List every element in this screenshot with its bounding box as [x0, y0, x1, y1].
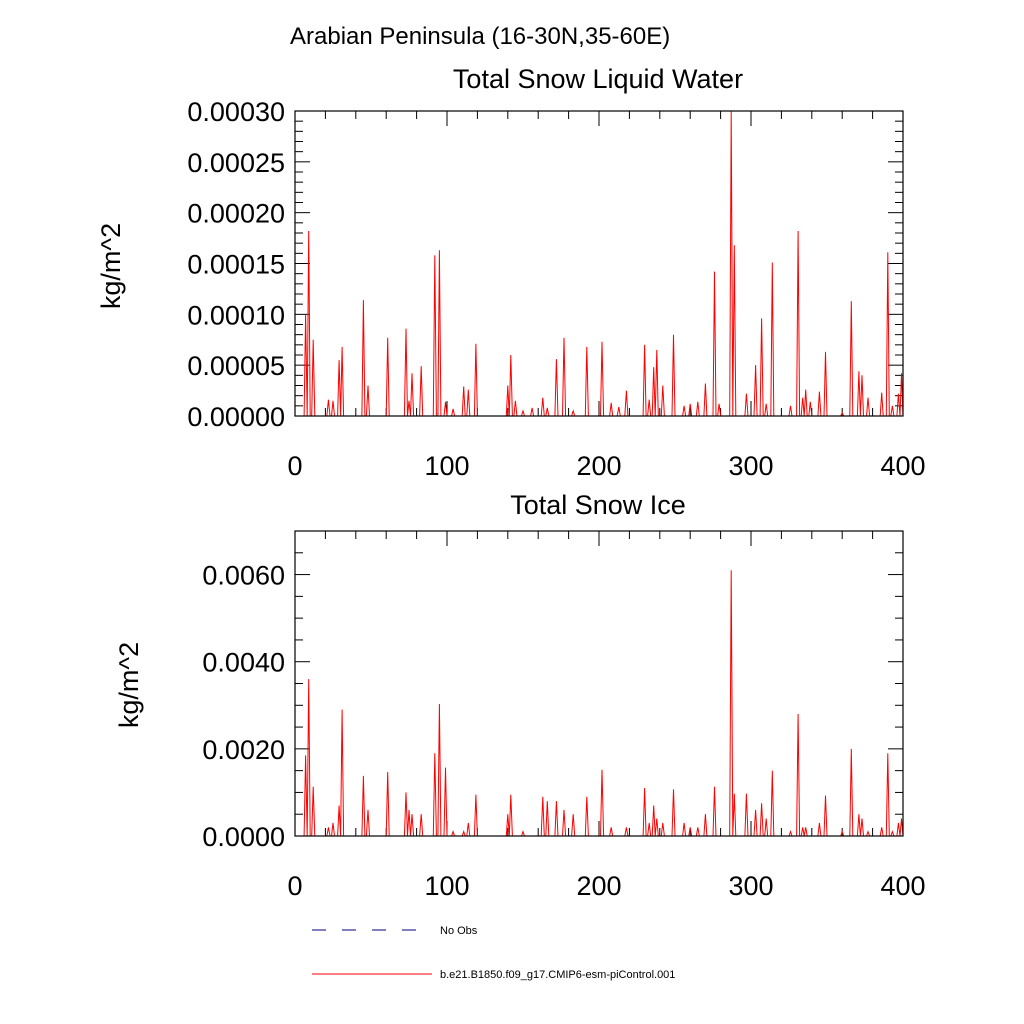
x-tick-label: 200: [576, 871, 621, 901]
tick-labels: 0 100 200 300 400 0.00000 0.00005 0.00010 0.0001…: [187, 97, 925, 481]
ticks: [294, 110, 904, 417]
x-tick-label: 400: [880, 451, 925, 481]
series-line: [295, 570, 904, 837]
legend: No Obs b.e21.B1850.f09_g17.CMIP6-esm-piC…: [312, 925, 675, 981]
x-tick-label: 200: [576, 451, 621, 481]
x-tick-label: 100: [424, 871, 469, 901]
x-tick-label: 0: [287, 451, 302, 481]
y-axis-label: kg/m^2: [114, 642, 144, 728]
marks: [295, 570, 904, 837]
y-tick-label: 0.00030: [187, 97, 285, 127]
y-tick-label: 0.0060: [202, 561, 285, 591]
super-title: Arabian Peninsula (16-30N,35-60E): [290, 23, 670, 50]
y-axis-label: kg/m^2: [96, 223, 126, 309]
x-tick-label: 100: [424, 451, 469, 481]
y-tick-label: 0.0040: [202, 648, 285, 678]
panel-liquid-water: Total Snow Liquid Water kg/m^2 0 100 200 30…: [96, 64, 926, 481]
y-tick-label: 0.00010: [187, 300, 285, 330]
plot-frame: [294, 110, 904, 417]
panel-title: Total Snow Liquid Water: [453, 64, 743, 94]
y-tick-label: 0.00005: [187, 351, 285, 381]
x-tick-label: 300: [728, 871, 773, 901]
y-tick-label: 0.00025: [187, 148, 285, 178]
y-tick-label: 0.00015: [187, 250, 285, 280]
panel-snow-ice: Total Snow Ice kg/m^2 0 100 200 300 400 0.000…: [114, 490, 926, 901]
tick-labels: 0 100 200 300 400 0.0000 0.0020 0.0040 0.0060: [202, 561, 925, 901]
legend-label: b.e21.B1850.f09_g17.CMIP6-esm-piControl.…: [440, 969, 675, 981]
y-tick-label: 0.0000: [202, 822, 285, 852]
x-tick-label: 300: [728, 451, 773, 481]
ticks: [294, 530, 904, 837]
x-tick-label: 0: [287, 871, 302, 901]
plot-frame: [294, 530, 904, 837]
legend-item-model: b.e21.B1850.f09_g17.CMIP6-esm-piControl.…: [312, 969, 675, 981]
legend-label: No Obs: [440, 925, 478, 937]
y-tick-label: 0.0020: [202, 735, 285, 765]
series-line: [295, 110, 904, 417]
y-tick-label: 0.00000: [187, 402, 285, 432]
panel-title: Total Snow Ice: [510, 490, 686, 520]
x-tick-label: 400: [880, 871, 925, 901]
marks: [295, 110, 904, 417]
y-tick-label: 0.00020: [187, 199, 285, 229]
legend-item-no-obs: No Obs: [312, 925, 478, 937]
